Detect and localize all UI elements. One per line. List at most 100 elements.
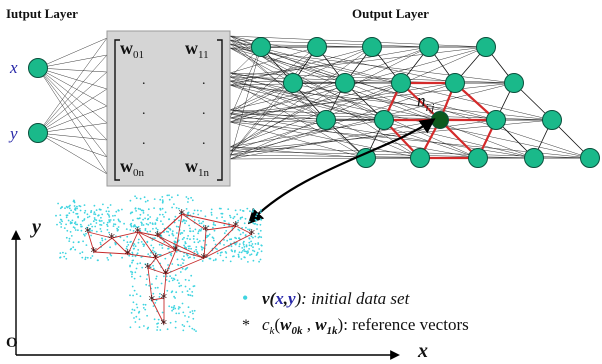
mesh-edge [137, 231, 159, 237]
data-point [77, 241, 80, 244]
data-point [201, 246, 203, 249]
data-point [101, 237, 103, 240]
data-point [177, 264, 180, 267]
data-point [169, 321, 172, 324]
data-point [152, 227, 154, 230]
data-point [138, 318, 141, 321]
data-point [148, 284, 151, 287]
data-point [95, 219, 98, 222]
data-point [76, 207, 78, 210]
data-point [179, 271, 182, 273]
data-point [159, 198, 162, 201]
data-point [135, 315, 138, 318]
connection-line [229, 72, 479, 159]
data-point [181, 258, 184, 260]
weight-w01: w01 [120, 38, 144, 61]
data-point [233, 251, 236, 253]
data-point [144, 229, 147, 232]
data-point [197, 241, 200, 244]
data-point [174, 237, 177, 240]
data-point [75, 212, 78, 215]
reference-vector-star: * [91, 246, 98, 261]
data-point [189, 238, 191, 241]
data-point [178, 219, 180, 222]
data-point [159, 207, 162, 210]
data-point [170, 306, 173, 309]
output-node [391, 73, 411, 93]
data-point [136, 217, 139, 220]
output-node [486, 110, 506, 130]
data-point [247, 228, 249, 231]
data-point [161, 247, 164, 249]
data-point [252, 236, 254, 239]
data-point [109, 253, 112, 256]
data-point [237, 228, 240, 231]
data-point [140, 224, 143, 226]
data-point [196, 251, 198, 253]
data-point [248, 248, 251, 250]
data-point [149, 255, 151, 257]
data-point [90, 234, 92, 237]
data-point [163, 216, 165, 218]
data-point [196, 238, 199, 241]
data-point [180, 284, 183, 287]
data-point [126, 245, 128, 248]
data-point [95, 230, 98, 233]
data-point [207, 234, 210, 237]
connection-line [229, 72, 515, 84]
data-point [259, 229, 262, 232]
data-point [237, 256, 240, 258]
data-point [137, 249, 140, 251]
data-point [114, 214, 116, 217]
data-point [99, 228, 102, 230]
data-point [65, 223, 67, 226]
data-point [106, 221, 109, 224]
data-point [136, 262, 139, 265]
data-point [59, 256, 62, 259]
data-point [61, 220, 63, 223]
data-point [100, 224, 103, 226]
data-point [135, 226, 138, 229]
reference-vector-star: * [85, 226, 92, 241]
data-point [154, 302, 157, 304]
data-point [177, 239, 180, 242]
data-point [161, 207, 164, 210]
neuron-label: ni,j [417, 91, 434, 114]
data-point [193, 241, 196, 244]
connection-line [229, 43, 553, 121]
mesh-edge [165, 257, 205, 275]
data-point [231, 227, 234, 229]
data-point [255, 219, 258, 222]
data-point [166, 289, 169, 292]
data-point [186, 290, 189, 292]
data-point [160, 220, 162, 223]
data-point [257, 243, 260, 246]
data-point [152, 267, 155, 270]
data-point [107, 259, 110, 261]
data-point [108, 216, 111, 218]
data-point [142, 245, 145, 248]
data-point [108, 210, 110, 213]
data-point [144, 308, 147, 311]
data-point [147, 208, 150, 211]
data-point [99, 243, 102, 246]
data-point [138, 326, 141, 328]
data-point [119, 220, 121, 223]
input-node-y [28, 123, 48, 143]
data-point [115, 210, 118, 213]
data-point [185, 196, 188, 198]
reference-vector-star: * [135, 226, 142, 241]
data-point [223, 244, 225, 246]
y-axis-label: y [30, 216, 41, 238]
data-point [258, 260, 260, 263]
matrix-left-bracket [114, 39, 120, 181]
data-point [131, 308, 134, 311]
output-node [476, 37, 496, 57]
data-point [177, 226, 180, 228]
data-point [70, 222, 73, 224]
data-point [136, 306, 139, 309]
data-point [83, 233, 85, 236]
matrix-dot: . [142, 103, 146, 118]
connection-line [229, 43, 535, 159]
